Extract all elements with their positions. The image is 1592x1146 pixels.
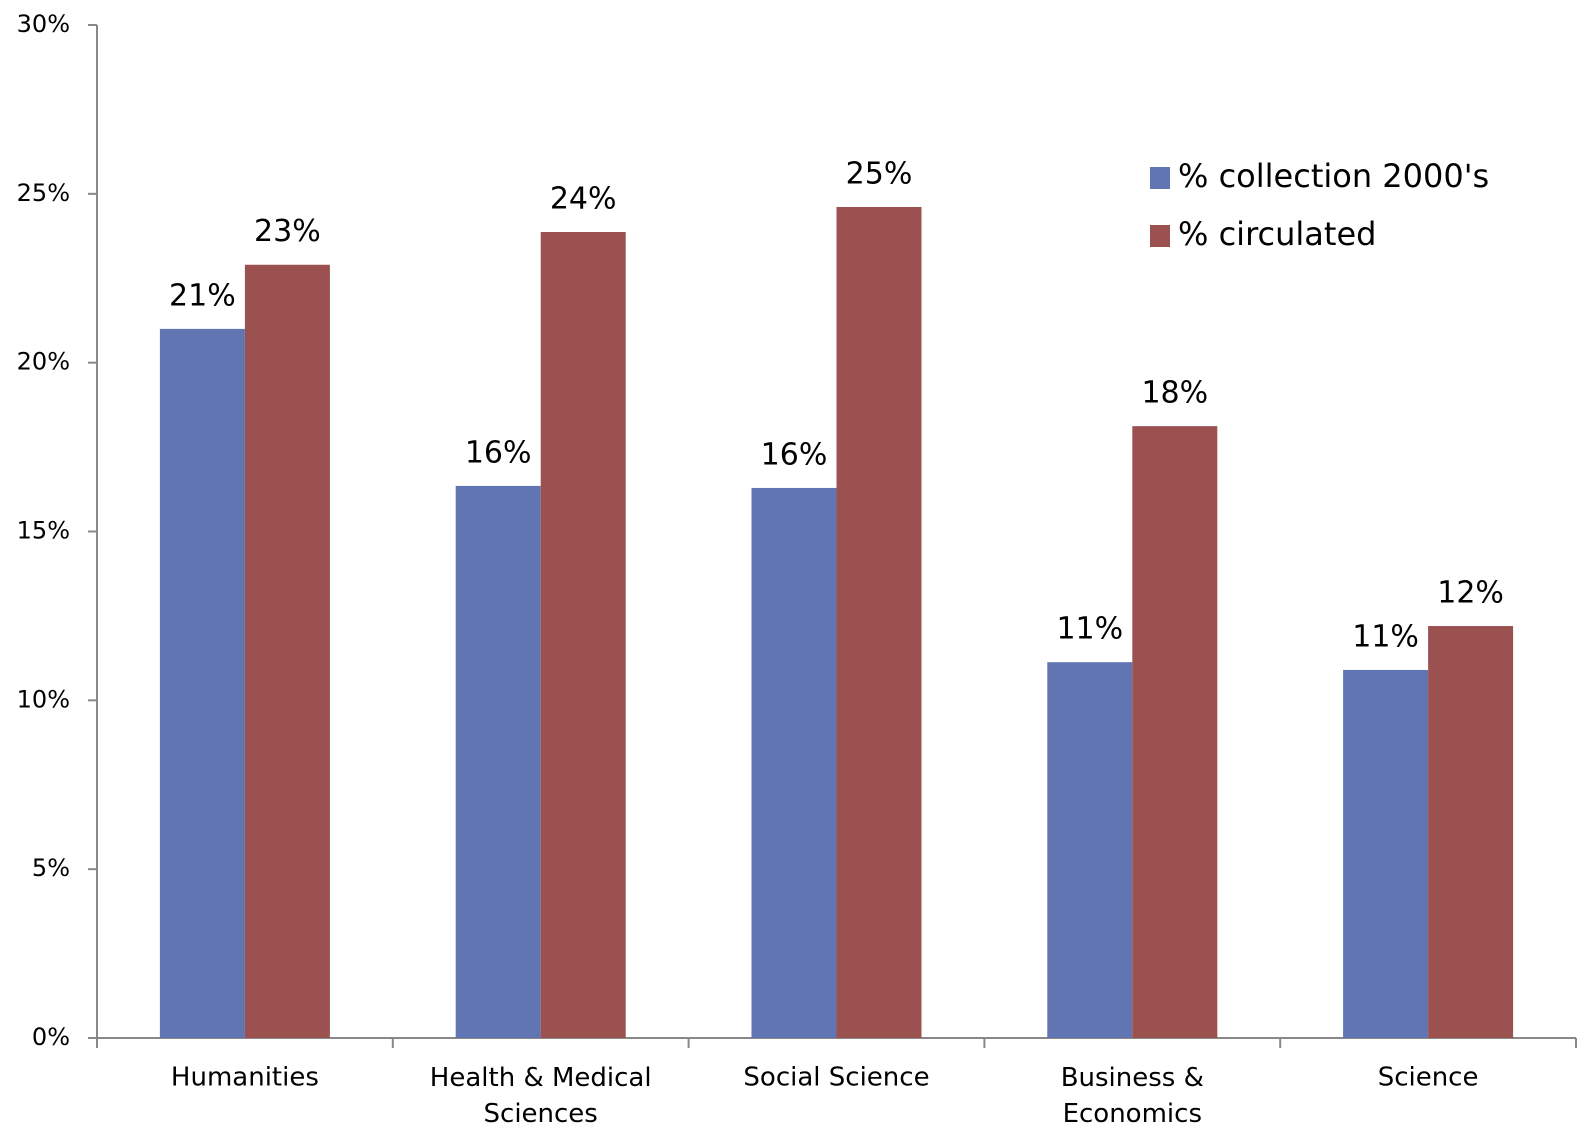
y-tick-label: 5% [32, 854, 70, 882]
x-tick-label: Social Science [743, 1063, 929, 1093]
y-tick-label: 15% [17, 517, 70, 545]
bar [455, 485, 541, 1038]
y-tick-label: 30% [17, 10, 70, 38]
legend-label: % collection 2000's [1178, 157, 1489, 195]
legend-swatch [1150, 225, 1170, 247]
bar [1132, 426, 1218, 1038]
value-label: 11% [1056, 612, 1123, 647]
legend-label: % circulated [1178, 215, 1376, 253]
x-tick-label: Health & Medical Sciences [430, 1063, 652, 1129]
bar [244, 264, 330, 1038]
bar [836, 207, 922, 1039]
value-label: 12% [1437, 576, 1504, 611]
x-tick-label: Science [1378, 1063, 1479, 1093]
y-tick-label: 25% [17, 179, 70, 207]
value-label: 25% [846, 157, 913, 192]
value-label: 21% [169, 278, 236, 313]
value-label: 24% [550, 181, 617, 216]
bar [159, 328, 245, 1038]
value-label: 16% [465, 435, 532, 470]
x-tick-label: Humanities [171, 1063, 319, 1093]
value-label: 18% [1141, 376, 1208, 411]
bar [1047, 662, 1133, 1038]
value-label: 11% [1352, 619, 1419, 654]
bar [1343, 669, 1429, 1038]
y-tick-label: 10% [17, 685, 70, 713]
legend-swatch [1150, 167, 1170, 189]
y-tick-label: 20% [17, 348, 70, 376]
x-tick-label: Business & Economics [1061, 1063, 1204, 1129]
value-label: 16% [761, 437, 828, 472]
y-tick-label: 0% [32, 1023, 70, 1051]
bar [751, 487, 837, 1038]
value-label: 23% [254, 214, 321, 249]
bar [540, 231, 626, 1038]
bar [1428, 626, 1514, 1038]
